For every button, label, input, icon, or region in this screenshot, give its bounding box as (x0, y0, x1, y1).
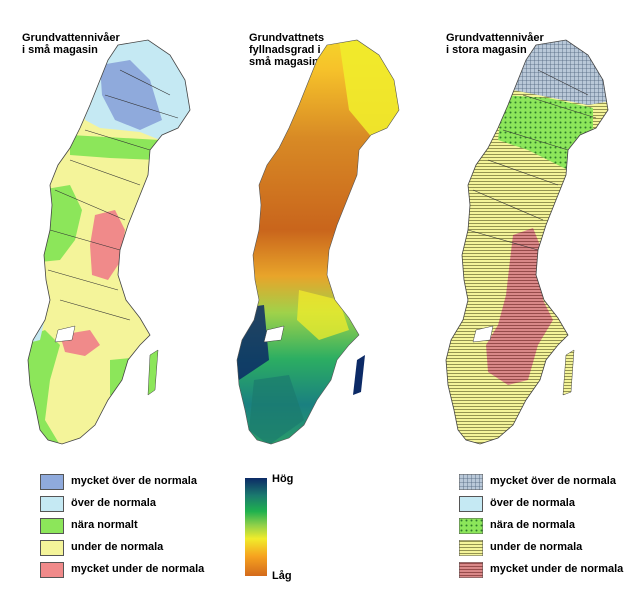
sweden-map-small-levels (27, 39, 191, 445)
map-panel-small-aquifers: Grundvattennivåer i små magasin (0, 0, 209, 460)
legend-label: under de normala (71, 541, 164, 553)
fill-degree-color-scale (245, 478, 267, 576)
legend-label: över de normala (490, 497, 575, 509)
legend-label: mycket under de normala (71, 563, 205, 575)
panel-title: Grundvattennivåer i små magasin (22, 32, 120, 56)
legend-label: under de normala (490, 541, 583, 553)
legend-swatch (459, 562, 483, 578)
scale-low-label: Låg (272, 570, 292, 582)
scale-high-label: Hög (272, 473, 294, 485)
legend-label: nära normalt (71, 519, 138, 531)
legend-swatch (40, 474, 64, 490)
legend-swatch (40, 562, 64, 578)
legend-swatch (40, 496, 64, 512)
legend-swatch (459, 474, 483, 490)
legend-label: över de normala (71, 497, 156, 509)
legend-label: nära de normala (490, 519, 575, 531)
legend-label: mycket under de normala (490, 563, 624, 575)
panel-title: Grundvattnets fyllnadsgrad i små magasin (249, 32, 325, 68)
map-panel-large-aquifers: Grundvattennivåer i stora magasin (418, 0, 627, 460)
legend-label: mycket över de normala (490, 475, 616, 487)
legend-swatch (40, 518, 64, 534)
legend-swatch (40, 540, 64, 556)
sweden-map-fill-degree (236, 39, 400, 445)
map-panel-fill-degree: Grundvattnets fyllnadsgrad i små magasin (209, 0, 418, 460)
legend-swatch (459, 540, 483, 556)
legend-swatch (459, 496, 483, 512)
legend-label: mycket över de normala (71, 475, 197, 487)
legend-swatch (459, 518, 483, 534)
panel-title: Grundvattennivåer i stora magasin (446, 32, 544, 56)
sweden-map-large-levels (445, 39, 609, 445)
